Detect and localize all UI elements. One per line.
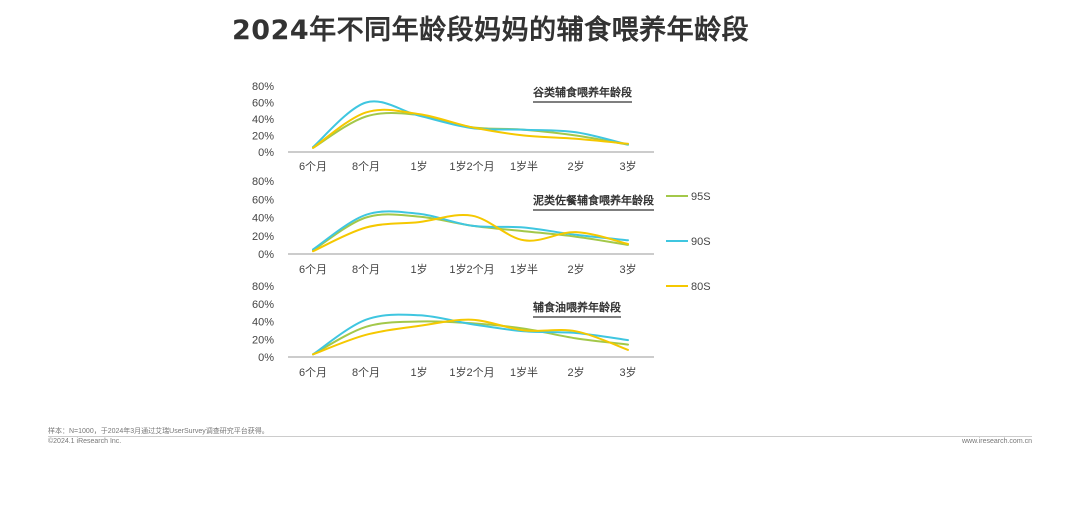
legend-label: 80S <box>691 281 711 293</box>
line-charts: 80% 60% 40% 20% 0% 6个月 8个月 1岁 1岁2个月 1岁半 2岁 3岁 谷类辅食喂养… <box>252 81 711 379</box>
copyright: ©2024.1 iResearch Inc. <box>48 438 122 445</box>
series-line-80s <box>312 108 629 149</box>
chart-title: 辅食油喂养年龄段 <box>533 300 621 314</box>
series-line-90s <box>312 210 629 251</box>
y-tick-label: 40% <box>252 114 274 126</box>
x-tick-label: 2岁 <box>567 159 584 173</box>
series-line-95s <box>312 111 629 149</box>
x-tick-label: 1岁 <box>410 365 427 379</box>
chart-title: 泥类佐餐辅食喂养年龄段 <box>533 193 654 207</box>
x-tick-label: 6个月 <box>299 263 327 276</box>
series-line-90s <box>312 313 629 356</box>
x-tick-label: 1岁2个月 <box>449 365 494 379</box>
x-tick-label: 1岁半 <box>510 262 538 276</box>
y-tick-label: 80% <box>252 281 274 293</box>
y-tick-label: 0% <box>258 249 274 261</box>
page-title: 2024年不同年龄段妈妈的辅食喂养年龄段 <box>232 15 750 46</box>
x-tick-label: 8个月 <box>352 160 380 173</box>
chart-panel-3: 80% 60% 40% 20% 0% 6个月 8个月 1岁 1岁2个月 1岁半 2岁 3岁 辅食油喂养年… <box>252 281 654 379</box>
x-tick-label: 6个月 <box>299 160 327 173</box>
chart-panel-1: 80% 60% 40% 20% 0% 6个月 8个月 1岁 1岁2个月 1岁半 2岁 3岁 谷类辅食喂养… <box>252 81 654 173</box>
y-tick-label: 60% <box>252 299 274 311</box>
x-tick-label: 1岁半 <box>510 365 538 379</box>
x-tick-label: 3岁 <box>619 262 636 276</box>
legend-label: 95S <box>691 191 711 203</box>
chart-panel-2: 80% 60% 40% 20% 0% 6个月 8个月 1岁 1岁2个月 1岁半 2岁 3岁 泥类佐餐辅食… <box>252 176 654 276</box>
x-tick-label: 3岁 <box>619 365 636 379</box>
x-tick-label: 8个月 <box>352 366 380 379</box>
y-tick-label: 80% <box>252 81 274 93</box>
chart-title: 谷类辅食喂养年龄段 <box>533 85 632 99</box>
y-tick-label: 20% <box>252 334 274 346</box>
y-tick-label: 40% <box>252 317 274 329</box>
x-tick-label: 1岁半 <box>510 159 538 173</box>
legend-item-95s: 95S <box>666 191 711 203</box>
legend-item-80s: 80S <box>666 281 711 293</box>
x-tick-label: 6个月 <box>299 366 327 379</box>
website: www.iresearch.com.cn <box>961 438 1032 445</box>
footer-divider <box>48 436 1032 437</box>
x-tick-label: 2岁 <box>567 365 584 379</box>
y-tick-label: 20% <box>252 131 274 143</box>
series-line-95s <box>312 320 629 356</box>
footnote: 样本：N=1000，于2024年3月通过艾瑞UserSurvey调查研究平台获得… <box>48 428 269 435</box>
y-tick-label: 20% <box>252 231 274 243</box>
series-line-80s <box>312 318 629 356</box>
series-line-80s <box>312 214 629 253</box>
y-tick-label: 0% <box>258 147 274 159</box>
x-tick-label: 1岁 <box>410 262 427 276</box>
y-tick-label: 0% <box>258 352 274 364</box>
x-tick-label: 1岁 <box>410 159 427 173</box>
x-tick-label: 8个月 <box>352 263 380 276</box>
y-tick-label: 40% <box>252 213 274 225</box>
y-tick-label: 60% <box>252 194 274 206</box>
legend-label: 90S <box>691 236 711 248</box>
x-tick-label: 1岁2个月 <box>449 159 494 173</box>
x-tick-label: 3岁 <box>619 159 636 173</box>
y-tick-label: 60% <box>252 98 274 110</box>
x-tick-label: 2岁 <box>567 262 584 276</box>
y-tick-label: 80% <box>252 176 274 188</box>
legend-item-90s: 90S <box>666 236 711 248</box>
x-tick-label: 1岁2个月 <box>449 262 494 276</box>
